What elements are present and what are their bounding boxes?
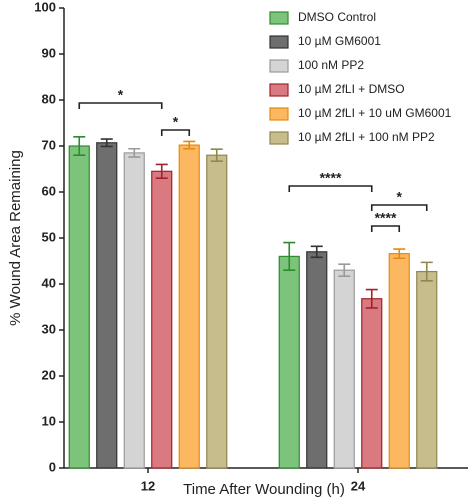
bar	[416, 270, 438, 469]
bar	[68, 145, 90, 469]
bar	[123, 152, 145, 469]
significance-label: *	[118, 87, 124, 103]
bar	[361, 298, 383, 469]
bar	[388, 253, 410, 469]
bar	[333, 269, 355, 469]
error-bar	[210, 148, 223, 162]
legend-swatch	[269, 59, 289, 73]
significance-bracket	[370, 204, 428, 211]
y-tick-label: 90	[42, 45, 56, 60]
significance-bracket	[78, 102, 163, 109]
error-bar	[100, 138, 113, 148]
legend-label: 10 µM 2fLI + DMSO	[298, 82, 405, 96]
bar	[96, 142, 118, 469]
significance-bracket	[160, 129, 191, 136]
bar	[278, 255, 300, 469]
y-tick-label: 60	[42, 183, 56, 198]
y-tick-label: 80	[42, 91, 56, 106]
bar	[151, 170, 173, 469]
error-bar	[393, 248, 406, 260]
error-bar	[420, 261, 433, 282]
x-tick-label: 12	[141, 478, 155, 493]
error-bar	[338, 263, 351, 277]
y-tick-label: 40	[42, 275, 56, 290]
significance-label: *	[397, 189, 403, 205]
y-tick-label: 70	[42, 137, 56, 152]
y-axis-title: % Wound Area Remaining	[7, 150, 24, 326]
legend-label: 10 µM GM6001	[298, 34, 381, 48]
bar	[206, 154, 228, 469]
error-bar	[283, 241, 296, 271]
legend-swatch	[269, 107, 289, 121]
legend-swatch	[269, 35, 289, 49]
y-tick-label: 10	[42, 413, 56, 428]
legend-label: 100 nM PP2	[298, 58, 364, 72]
significance-label: ****	[375, 210, 397, 226]
bar	[178, 144, 200, 469]
bar	[306, 251, 328, 469]
x-axis-title: Time After Wounding (h)	[183, 481, 345, 498]
error-bar	[128, 147, 141, 158]
legend-swatch	[269, 83, 289, 97]
significance-bracket	[370, 225, 401, 232]
legend-label: DMSO Control	[298, 10, 376, 24]
legend-label: 10 µM 2fLI + 10 uM GM6001	[298, 106, 452, 120]
significance-label: ****	[320, 170, 342, 186]
legend-label: 10 µM 2fLI + 100 nM PP2	[298, 130, 435, 144]
legend-swatch	[269, 11, 289, 25]
error-bar	[365, 288, 378, 309]
y-tick-label: 50	[42, 229, 56, 244]
x-tick-label: 24	[351, 478, 366, 493]
error-bar	[183, 140, 196, 150]
y-tick-label: 100	[34, 0, 56, 14]
y-tick-label: 20	[42, 367, 56, 382]
error-bar	[73, 136, 86, 156]
y-tick-label: 0	[49, 459, 56, 474]
y-tick-label: 30	[42, 321, 56, 336]
error-bar	[155, 163, 168, 179]
significance-bracket	[288, 185, 373, 192]
error-bar	[310, 245, 323, 259]
legend-swatch	[269, 131, 289, 145]
significance-label: *	[173, 114, 179, 130]
